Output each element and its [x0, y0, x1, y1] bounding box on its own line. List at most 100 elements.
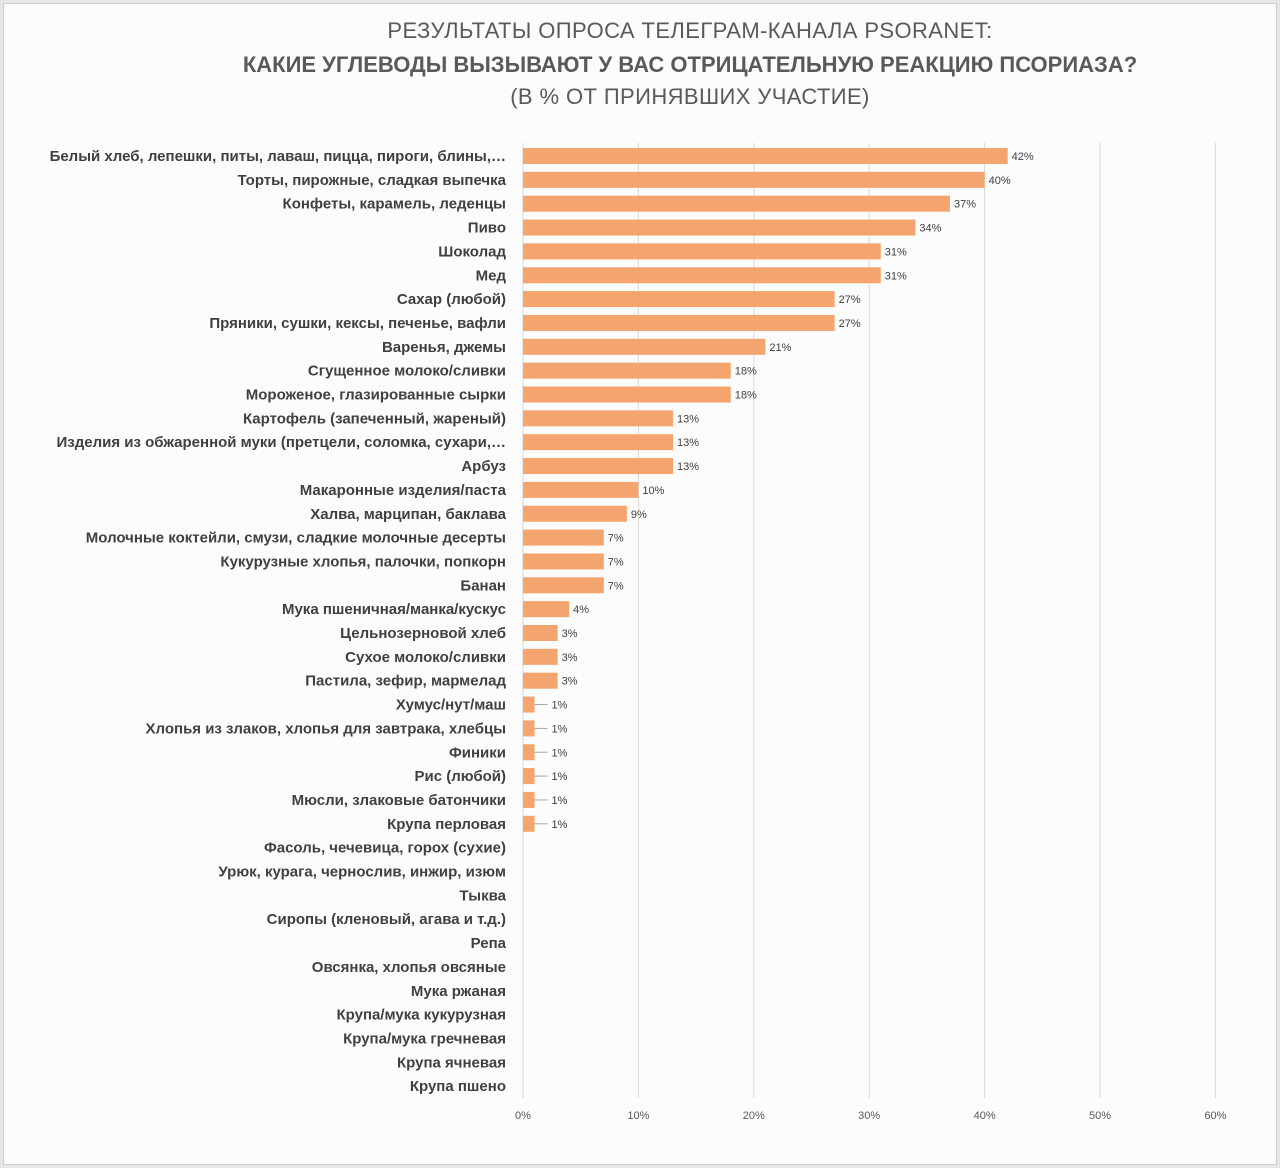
category-label: Урюк, курага, чернослив, инжир, изюм — [218, 864, 506, 881]
bar — [523, 243, 881, 260]
category-label: Макаронные изделия/паста — [300, 482, 507, 499]
bar — [523, 314, 835, 331]
chart-title: РЕЗУЛЬТАТЫ ОПРОСА ТЕЛЕГРАМ-КАНАЛА PSORAN… — [243, 18, 1137, 109]
bar — [523, 267, 881, 284]
value-label: 27% — [839, 318, 861, 330]
value-label: 1% — [552, 723, 568, 735]
bar — [523, 434, 674, 451]
title-line-2: КАКИЕ УГЛЕВОДЫ ВЫЗЫВАЮТ У ВАС ОТРИЦАТЕЛЬ… — [243, 52, 1137, 77]
category-label: Варенья, джемы — [382, 339, 506, 356]
labels: 0% 10% 20% 30% 40% 50% 60% Белый хлеб, лепешки,… — [50, 148, 1227, 1122]
value-label: 10% — [642, 485, 664, 497]
value-label: 7% — [608, 533, 624, 545]
value-label: 3% — [562, 652, 578, 664]
category-label: Сгущенное молоко/сливки — [308, 363, 506, 380]
value-label: 7% — [608, 580, 624, 592]
x-tick-label: 50% — [1089, 1110, 1111, 1122]
value-label: 1% — [552, 819, 568, 831]
category-label: Изделия из обжаренной муки (претцели, со… — [57, 434, 507, 451]
bars — [523, 148, 1008, 832]
value-label: 31% — [885, 270, 907, 282]
value-label: 1% — [552, 700, 568, 712]
bar — [523, 338, 766, 355]
category-label: Тыква — [459, 887, 506, 904]
x-tick-label: 40% — [974, 1110, 996, 1122]
bar — [523, 291, 835, 308]
category-label: Пастила, зефир, мармелад — [305, 673, 506, 690]
category-label: Пряники, сушки, кексы, печенье, вафли — [209, 315, 506, 332]
category-label: Конфеты, карамель, леденцы — [283, 196, 506, 213]
value-label: 1% — [552, 771, 568, 783]
x-tick-label: 30% — [858, 1110, 880, 1122]
bar — [523, 458, 674, 475]
category-label: Торты, пирожные, сладкая выпечка — [237, 172, 506, 189]
bar — [523, 481, 639, 498]
value-label: 1% — [552, 747, 568, 759]
bar — [523, 815, 535, 832]
category-label: Крупа ячневая — [397, 1054, 506, 1071]
value-label: 13% — [677, 437, 699, 449]
bar — [523, 410, 674, 427]
bar — [523, 219, 916, 236]
value-label: 9% — [631, 509, 647, 521]
bar — [523, 529, 604, 546]
bar — [523, 791, 535, 808]
bar — [523, 148, 1008, 164]
bar — [523, 672, 558, 689]
category-label: Финики — [449, 744, 506, 761]
category-label: Мед — [476, 267, 507, 284]
value-label: 3% — [562, 676, 578, 688]
category-label: Крупа/мука гречневая — [343, 1030, 506, 1047]
category-label: Сиропы (кленовый, агава и т.д.) — [267, 911, 506, 928]
bar — [523, 553, 604, 570]
category-label: Крупа пшено — [410, 1078, 506, 1095]
bar — [523, 648, 558, 665]
bar — [523, 362, 731, 379]
category-label: Картофель (запеченный, жареный) — [243, 410, 506, 427]
category-label: Цельнозерновой хлеб — [340, 625, 506, 642]
category-label: Фасоль, чечевица, горох (сухие) — [264, 840, 506, 857]
value-label: 3% — [562, 628, 578, 640]
bar — [523, 195, 950, 212]
x-tick-label: 0% — [515, 1110, 531, 1122]
category-label: Овсянка, хлопья овсяные — [312, 959, 506, 976]
value-label: 7% — [608, 556, 624, 568]
category-label: Мука пшеничная/манка/кускус — [282, 601, 506, 618]
value-label: 21% — [769, 342, 791, 354]
bar — [523, 696, 535, 713]
category-label: Крупа перловая — [387, 816, 506, 833]
title-line-3: (В % ОТ ПРИНЯВШИХ УЧАСТИЕ) — [510, 84, 870, 109]
value-label: 4% — [573, 604, 589, 616]
value-label: 37% — [954, 199, 976, 211]
category-label: Мюсли, злаковые батончики — [292, 792, 506, 809]
value-label: 40% — [989, 175, 1011, 187]
category-label: Сухое молоко/сливки — [345, 649, 506, 666]
category-label: Хлопья из злаков, хлопья для завтрака, х… — [146, 720, 506, 737]
category-label: Банан — [460, 577, 506, 594]
x-tick-label: 60% — [1204, 1110, 1226, 1122]
value-label: 34% — [919, 223, 941, 235]
value-label: 13% — [677, 413, 699, 425]
category-label: Рис (любой) — [414, 768, 506, 785]
value-label: 42% — [1012, 151, 1034, 163]
category-label: Шоколад — [438, 243, 506, 260]
bar — [523, 768, 535, 785]
bar — [523, 577, 604, 594]
category-label: Пиво — [468, 220, 506, 237]
bar — [523, 601, 570, 618]
value-label: 31% — [885, 246, 907, 258]
value-label: 18% — [735, 390, 757, 402]
category-label: Арбуз — [461, 458, 506, 475]
x-tick-label: 20% — [743, 1110, 765, 1122]
bar — [523, 744, 535, 761]
category-label: Репа — [471, 935, 507, 952]
title-line-1: РЕЗУЛЬТАТЫ ОПРОСА ТЕЛЕГРАМ-КАНАЛА PSORAN… — [387, 18, 992, 43]
category-label: Крупа/мука кукурузная — [336, 1007, 506, 1024]
category-label: Хумус/нут/маш — [396, 697, 506, 714]
x-tick-label: 10% — [627, 1110, 649, 1122]
category-label: Мука ржаная — [411, 983, 506, 1000]
category-label: Сахар (любой) — [397, 291, 506, 308]
bar — [523, 720, 535, 737]
category-label: Кукурузные хлопья, палочки, попкорн — [220, 553, 506, 570]
